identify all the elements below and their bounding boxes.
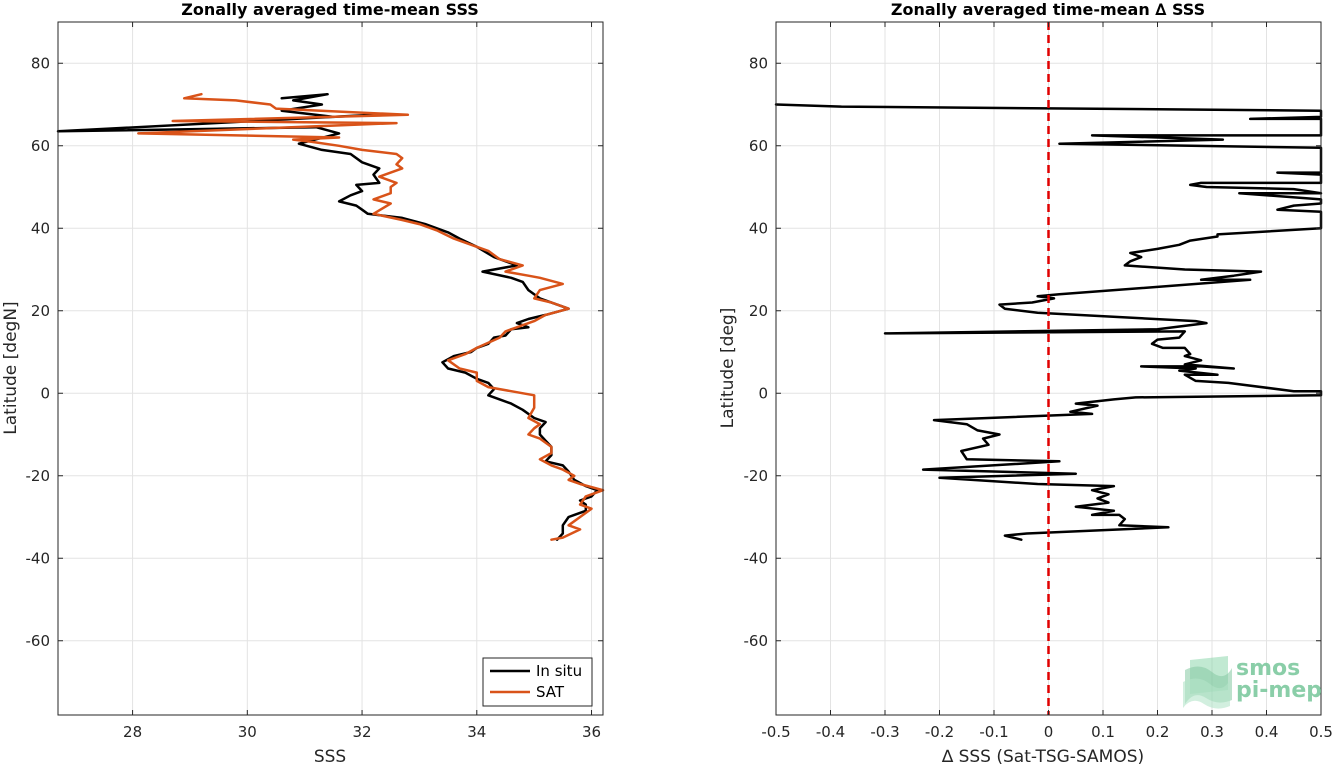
smos-pi-mep-logo: smos pi-mep <box>1183 656 1322 709</box>
left-y-axis-label: Latitude [degN] <box>1 301 21 434</box>
logo-text-smos: smos <box>1236 656 1300 681</box>
series-line-in-situ <box>56 92 599 541</box>
series-line-0 <box>774 103 1323 541</box>
x-tick-label: 28 <box>123 723 142 741</box>
x-tick-label: 0.3 <box>1200 723 1224 741</box>
x-tick-label: -0.4 <box>816 723 845 741</box>
y-tick-label: -40 <box>26 549 51 567</box>
right-chart-title: Zonally averaged time-mean ∆ SSS <box>891 0 1205 19</box>
x-tick-label: 34 <box>467 723 486 741</box>
left-panel-sss: 28 30 32 34 36 -60 -40 -20 0 20 40 60 80 Zonally ave… <box>1 0 605 764</box>
legend: In situ SAT <box>482 657 593 707</box>
legend-label-in-situ: In situ <box>536 662 582 680</box>
legend-box <box>482 657 593 707</box>
y-tick-label: -20 <box>744 467 769 485</box>
x-tick-label: -0.5 <box>761 723 790 741</box>
right-panel-delta-sss: -0.5 -0.4 -0.3 -0.2 -0.1 0 0.1 0.2 0.3 0.4 0.5 -60 -… <box>718 0 1333 764</box>
logo-waves-icon <box>1183 656 1232 709</box>
logo-text-pi-mep: pi-mep <box>1236 678 1322 703</box>
left-ticks: 28 30 32 34 36 -60 -40 -20 0 20 40 60 80 <box>26 22 603 741</box>
series-line-sat <box>137 92 605 541</box>
y-tick-label: 40 <box>749 219 768 237</box>
right-series-group <box>774 22 1323 715</box>
left-series-group <box>56 92 605 541</box>
x-tick-label: -0.2 <box>925 723 954 741</box>
y-tick-label: 0 <box>758 384 768 402</box>
left-grid <box>58 22 603 715</box>
y-tick-label: -60 <box>26 632 51 650</box>
left-x-axis-label: SSS <box>314 747 346 764</box>
y-tick-label: 20 <box>749 302 768 320</box>
y-tick-label: -20 <box>26 467 51 485</box>
x-tick-label: 0.4 <box>1255 723 1279 741</box>
right-ticks: -0.5 -0.4 -0.3 -0.2 -0.1 0 0.1 0.2 0.3 0.4 0.5 -60 -… <box>744 22 1333 741</box>
y-tick-label: 60 <box>31 137 50 155</box>
y-tick-label: -60 <box>744 632 769 650</box>
x-tick-label: 30 <box>238 723 257 741</box>
y-tick-label: 80 <box>31 54 50 72</box>
x-tick-label: -0.1 <box>979 723 1008 741</box>
x-tick-label: 36 <box>582 723 601 741</box>
legend-label-sat: SAT <box>536 683 565 701</box>
x-tick-label: 0.1 <box>1091 723 1115 741</box>
x-tick-label: 32 <box>353 723 372 741</box>
y-tick-label: 0 <box>40 384 50 402</box>
left-axes-box <box>57 21 604 716</box>
x-tick-label: 0 <box>1044 723 1054 741</box>
y-tick-label: -40 <box>744 549 769 567</box>
left-chart-title: Zonally averaged time-mean SSS <box>181 0 479 19</box>
right-x-axis-label: ∆ SSS (Sat-TSG-SAMOS) <box>941 747 1144 764</box>
y-tick-label: 20 <box>31 302 50 320</box>
y-tick-label: 80 <box>749 54 768 72</box>
x-tick-label: -0.3 <box>870 723 899 741</box>
x-tick-label: 0.2 <box>1146 723 1170 741</box>
x-tick-label: 0.5 <box>1309 723 1333 741</box>
y-tick-label: 60 <box>749 137 768 155</box>
y-tick-label: 40 <box>31 219 50 237</box>
right-y-axis-label: Latitude [deg] <box>718 308 738 429</box>
